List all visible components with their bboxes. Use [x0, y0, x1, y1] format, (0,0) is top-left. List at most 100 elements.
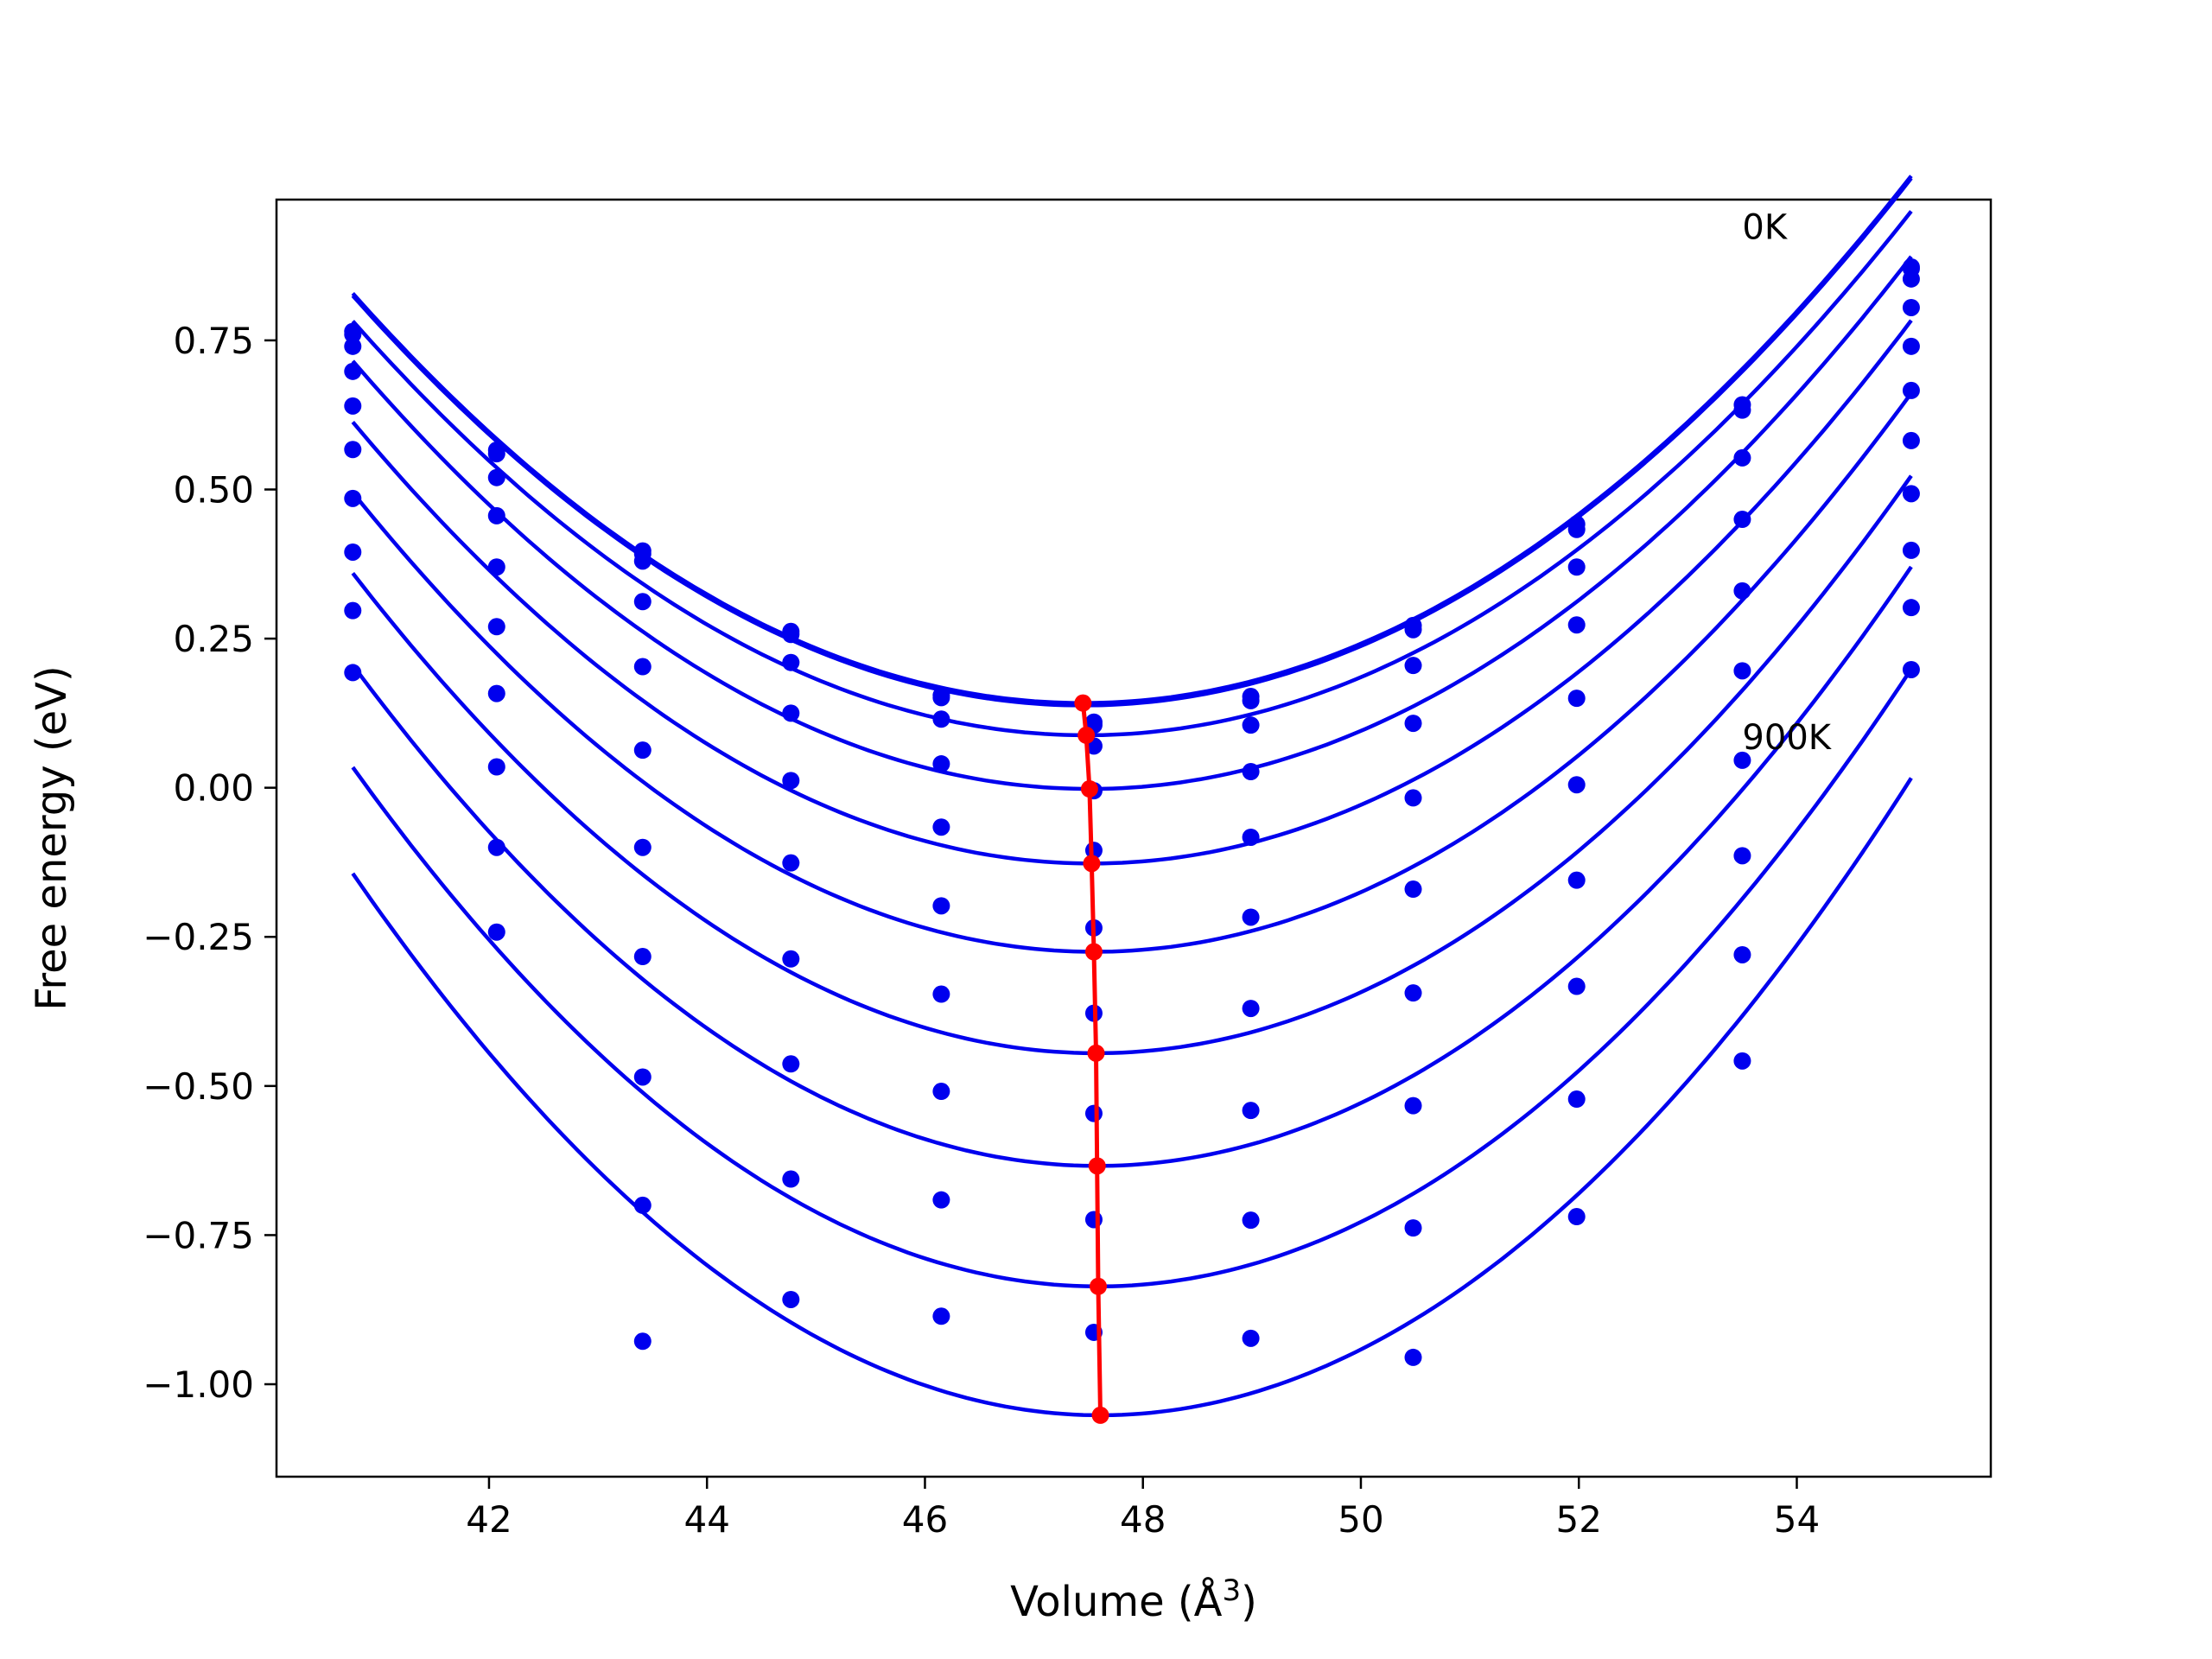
- data-point: [1242, 908, 1260, 926]
- x-tick-label: 48: [1120, 1498, 1166, 1541]
- data-point: [633, 593, 652, 611]
- data-point: [344, 489, 362, 507]
- data-point: [782, 772, 800, 790]
- fit-curve: [351, 319, 1913, 866]
- data-point: [1902, 541, 1920, 559]
- data-point: [344, 543, 362, 561]
- data-point: [1404, 880, 1422, 899]
- data-point: [344, 664, 362, 682]
- x-tick-label: 44: [683, 1498, 729, 1541]
- data-point: [1733, 847, 1751, 865]
- data-point: [1902, 381, 1920, 399]
- data-point: [1902, 660, 1920, 678]
- data-point: [782, 653, 800, 671]
- data-point: [1084, 1211, 1103, 1229]
- data-point: [782, 626, 800, 644]
- x-axis-ticks: 42 44 46 48 50 52 54: [466, 1477, 1820, 1541]
- data-point: [932, 689, 950, 707]
- data-point: [1567, 776, 1586, 794]
- x-tick-label: 42: [466, 1498, 512, 1541]
- fit-curve: [351, 255, 1913, 791]
- data-point: [1404, 620, 1422, 639]
- x-tick-label: 50: [1338, 1498, 1383, 1541]
- y-axis-ticks: 0.75 0.50 0.25 0.00 −0.25 −0.50 −0.75 −1.00: [143, 320, 276, 1406]
- minimum-point: [1083, 855, 1101, 873]
- data-point: [633, 1196, 652, 1214]
- data-point: [932, 818, 950, 836]
- data-point: [932, 897, 950, 915]
- data-point: [1733, 448, 1751, 467]
- data-point: [487, 684, 505, 702]
- minimum-point: [1090, 1277, 1108, 1295]
- fit-curve: [351, 210, 1913, 738]
- data-point: [1733, 662, 1751, 680]
- temperature-annotation: 0K: [1742, 208, 1788, 248]
- data-point: [1733, 401, 1751, 419]
- data-point: [932, 755, 950, 773]
- data-point: [1404, 1096, 1422, 1115]
- data-point: [782, 1170, 800, 1188]
- data-point: [782, 854, 800, 872]
- data-point: [1902, 485, 1920, 503]
- data-point: [932, 1191, 950, 1209]
- minimum-point: [1087, 1044, 1105, 1062]
- data-point: [344, 326, 362, 344]
- y-tick-label: −1.00: [143, 1363, 254, 1406]
- data-point: [487, 923, 505, 941]
- data-point: [1242, 1000, 1260, 1018]
- annotations: 0K 900K: [1742, 208, 1832, 758]
- data-point: [782, 950, 800, 968]
- data-point: [932, 710, 950, 728]
- fit-curve: [351, 391, 1913, 954]
- fit-curve: [351, 667, 1913, 1289]
- data-point: [633, 552, 652, 570]
- data-point: [1242, 763, 1260, 781]
- fit-curve: [351, 777, 1913, 1418]
- data-point: [932, 985, 950, 1003]
- data-point: [932, 1083, 950, 1101]
- data-point: [1902, 599, 1920, 617]
- data-point: [782, 704, 800, 722]
- data-point: [633, 658, 652, 676]
- data-point: [487, 445, 505, 463]
- data-point: [344, 601, 362, 620]
- data-point: [1902, 337, 1920, 355]
- data-point: [487, 838, 505, 856]
- data-point: [487, 468, 505, 486]
- minimum-point: [1074, 694, 1092, 712]
- data-point: [1404, 1219, 1422, 1237]
- x-tick-label: 54: [1774, 1498, 1820, 1541]
- data-point: [1404, 657, 1422, 675]
- y-tick-label: 0.50: [173, 469, 254, 512]
- temperature-annotation: 900K: [1742, 718, 1832, 758]
- minimum-point: [1091, 1406, 1109, 1424]
- data-point: [344, 397, 362, 415]
- x-tick-label: 52: [1556, 1498, 1602, 1541]
- data-point: [344, 362, 362, 380]
- y-tick-label: 0.25: [173, 618, 254, 660]
- fit-curves: [351, 175, 1913, 1418]
- data-point: [1242, 1211, 1260, 1230]
- data-point: [1902, 270, 1920, 288]
- minimum-point: [1084, 943, 1103, 961]
- y-tick-label: −0.50: [143, 1065, 254, 1108]
- data-point: [344, 337, 362, 355]
- plot-frame: [275, 198, 1993, 1478]
- data-point: [1567, 871, 1586, 889]
- data-point: [633, 741, 652, 760]
- data-point: [1733, 751, 1751, 769]
- data-point: [487, 618, 505, 636]
- y-tick-label: −0.75: [143, 1214, 254, 1256]
- minimum-point: [1077, 726, 1096, 744]
- data-point: [344, 441, 362, 459]
- data-point: [1567, 977, 1586, 995]
- fit-curve: [351, 474, 1913, 1056]
- y-axis-label: Free energy (eV): [28, 665, 76, 1010]
- y-tick-label: 0.75: [173, 320, 254, 362]
- y-tick-label: 0.00: [173, 767, 254, 810]
- data-point: [932, 1307, 950, 1325]
- data-point: [1404, 1348, 1422, 1366]
- data-point: [1733, 1052, 1751, 1070]
